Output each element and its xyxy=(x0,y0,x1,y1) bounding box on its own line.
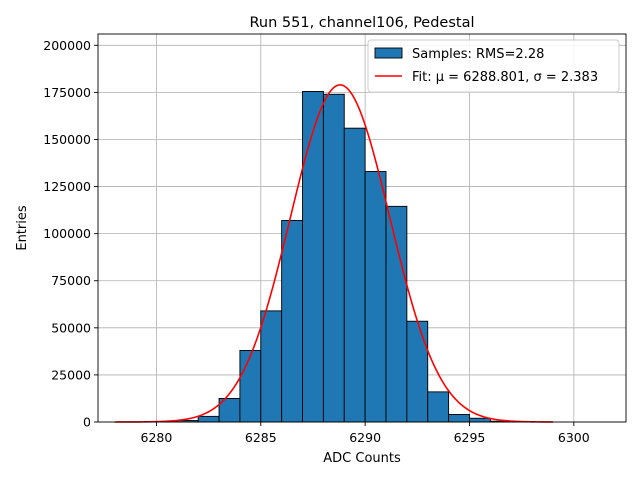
y-tick-label: 0 xyxy=(83,415,91,430)
fit-curve-layer xyxy=(114,84,553,423)
y-tick-label: 25000 xyxy=(51,367,91,382)
x-axis-ticks: 6280 6285 6290 6295 6300 xyxy=(141,422,590,445)
legend-box xyxy=(367,39,620,93)
y-tick-label: 75000 xyxy=(51,273,91,288)
axes-frame xyxy=(97,33,627,423)
y-tick-label: 175000 xyxy=(43,85,91,100)
y-tick-label: 125000 xyxy=(43,179,91,194)
legend: Samples: RMS=2.28 Fit: μ = 6288.801, σ =… xyxy=(367,39,620,93)
histogram-bars xyxy=(155,90,533,423)
histogram-bar xyxy=(406,320,429,423)
legend-swatch-samples xyxy=(374,47,403,59)
y-tick-label: 50000 xyxy=(51,320,91,335)
histogram-bar xyxy=(427,391,450,423)
histogram-bar xyxy=(385,205,408,423)
legend-label-samples: Samples: RMS=2.28 xyxy=(412,47,544,62)
x-tick-label: 6290 xyxy=(349,430,381,445)
x-tick-label: 6285 xyxy=(245,430,277,445)
x-axis-label: ADC Counts xyxy=(323,451,401,466)
histogram-bar xyxy=(239,349,262,423)
y-tick-label: 200000 xyxy=(43,38,91,53)
y-tick-label: 150000 xyxy=(43,132,91,147)
x-tick-label: 6300 xyxy=(558,430,590,445)
histogram-bar xyxy=(448,414,470,423)
histogram-bar xyxy=(364,171,387,423)
y-axis-label: Entries xyxy=(15,205,30,251)
histogram-bar xyxy=(281,220,303,423)
histogram-bar xyxy=(197,415,220,423)
histogram-bar xyxy=(322,93,345,423)
legend-label-fit: Fit: μ = 6288.801, σ = 2.383 xyxy=(412,70,598,85)
y-axis-ticks: 0 25000 50000 75000 100000 125000 150000 175000… xyxy=(43,38,98,430)
y-tick-label: 100000 xyxy=(43,226,91,241)
histogram-bar xyxy=(260,310,283,423)
x-tick-label: 6280 xyxy=(141,430,173,445)
histogram-bar xyxy=(469,417,491,423)
x-tick-label: 6295 xyxy=(454,430,486,445)
chart-title: Run 551, channel106, Pedestal xyxy=(249,15,474,31)
histogram-bar xyxy=(343,127,366,423)
histogram-bar xyxy=(302,90,324,423)
gaussian-fit-curve xyxy=(114,84,553,423)
